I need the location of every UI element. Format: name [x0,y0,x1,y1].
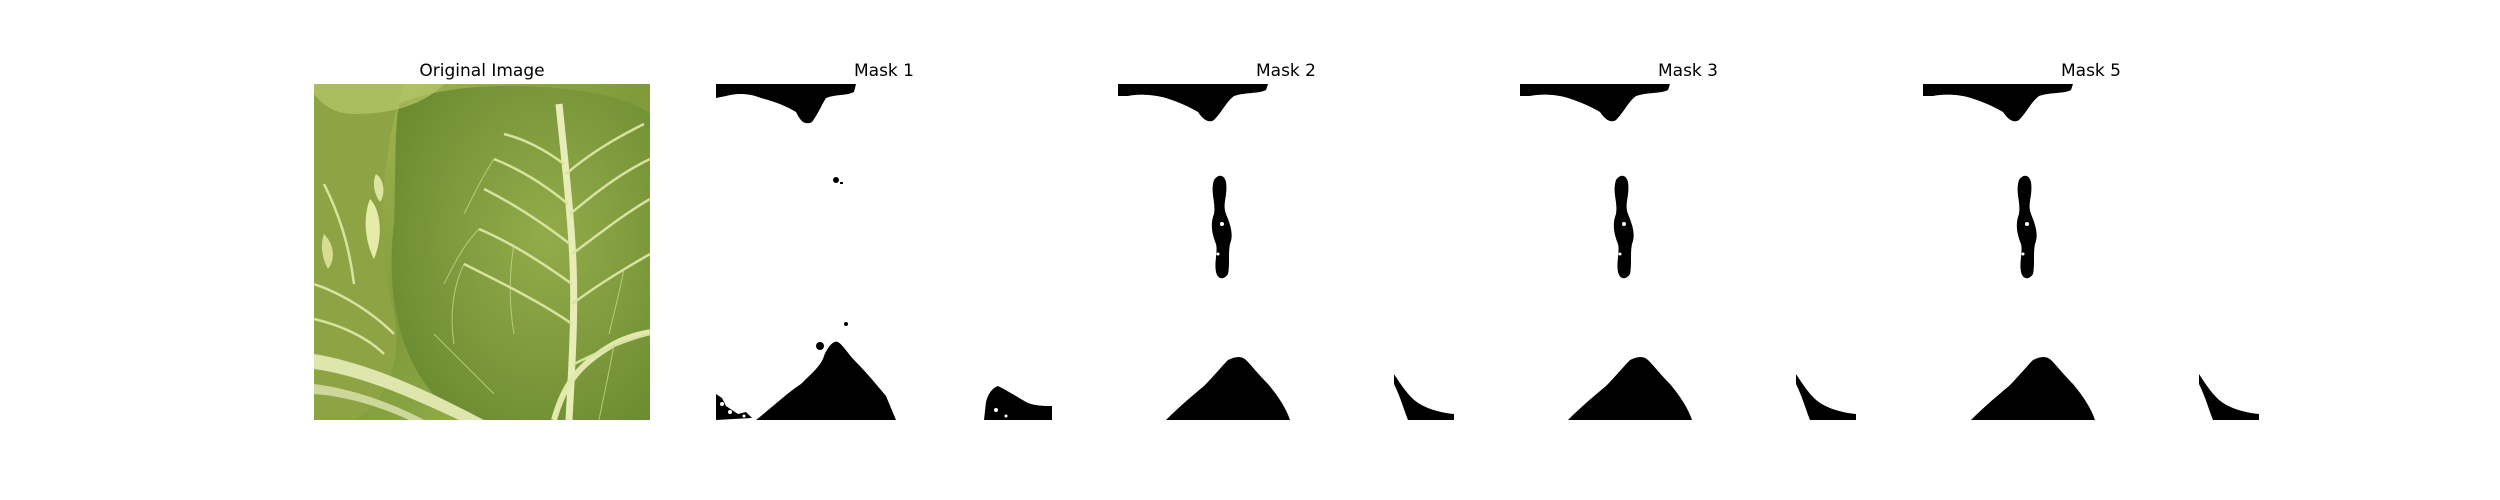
mask-5-panel: Mask 5 [1923,58,2259,420]
original-image-title: Original Image [419,61,545,81]
mask-2-title: Mask 2 [1255,61,1316,81]
mask-1-image [716,84,1052,420]
mask-5-image [1923,84,2259,420]
mask-5-title: Mask 5 [2060,61,2121,81]
mask-3-panel: Mask 3 [1520,58,1856,420]
original-image-panel: Original Image [314,58,650,420]
mask-2-image [1118,84,1454,420]
mask-3-title: Mask 3 [1657,61,1718,81]
original-leaf-image [314,84,650,420]
mask-1-title: Mask 1 [853,61,914,81]
mask-2-panel: Mask 2 [1118,58,1454,420]
mask-1-panel: Mask 1 [716,58,1052,420]
mask-3-image [1520,84,1856,420]
